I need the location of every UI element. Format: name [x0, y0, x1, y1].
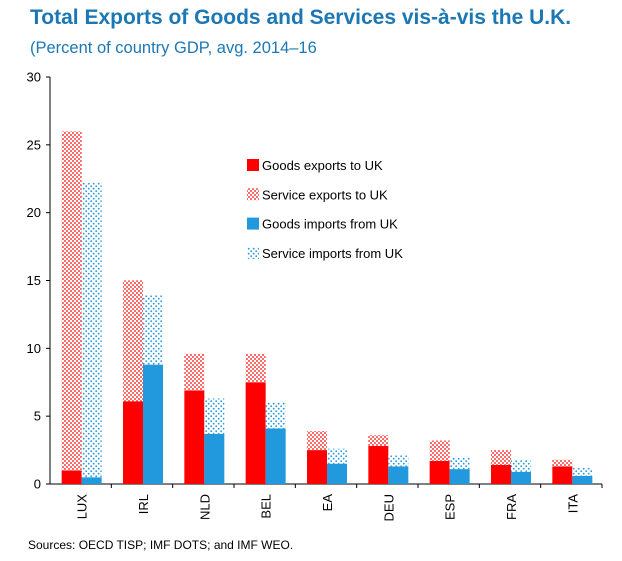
bar-fra-service-imports-from-uk: [511, 459, 531, 472]
legend: Goods exports to UK Service exports to UK…: [247, 158, 403, 261]
legend-label-1: Goods exports to UK: [262, 158, 383, 173]
x-tick-label-ea: EA: [320, 494, 335, 512]
x-tick-label-ita: ITA: [565, 494, 580, 514]
bar-bel-service-imports-from-uk: [265, 402, 286, 429]
bar-lux-goods-imports-from-uk: [81, 477, 102, 484]
y-tick-label: 30: [27, 70, 41, 85]
x-tick-label-nld: NLD: [197, 494, 212, 520]
bar-ita-service-imports-from-uk: [572, 467, 593, 476]
x-tick-label-fra: FRA: [504, 494, 519, 520]
bar-lux-goods-exports-to-uk: [61, 470, 82, 484]
x-tick-label-lux: LUX: [75, 494, 90, 520]
bar-ita-goods-exports-to-uk: [552, 466, 573, 484]
bar-ita-goods-imports-from-uk: [572, 475, 593, 484]
bar-irl-goods-imports-from-uk: [143, 364, 163, 484]
legend-swatch-1: [247, 159, 259, 171]
chart-subtitle: (Percent of country GDP, avg. 2014–16: [30, 39, 317, 57]
legend-swatch-3: [247, 217, 259, 230]
bar-ea-service-exports-to-uk: [307, 431, 327, 451]
bar-esp-service-exports-to-uk: [429, 440, 450, 461]
y-tick-label: 15: [27, 273, 41, 288]
bar-bel-service-exports-to-uk: [245, 353, 266, 383]
bar-fra-goods-imports-from-uk: [511, 471, 531, 484]
bar-esp-service-imports-from-uk: [449, 456, 470, 470]
bar-fra-goods-exports-to-uk: [491, 465, 511, 484]
bar-lux-service-exports-to-uk: [61, 131, 82, 471]
y-tick-label: 5: [34, 409, 41, 424]
plot-area: 0 5 10 15 20 25 30 LUX IRL NLD BEL EA DEU ESP FRA ITA: [27, 70, 603, 521]
bar-nld-service-imports-from-uk: [204, 398, 225, 434]
legend-label-4: Service imports from UK: [262, 246, 403, 261]
bar-ea-goods-imports-from-uk: [327, 463, 347, 484]
bar-irl-service-exports-to-uk: [123, 280, 143, 402]
y-tick-label: 10: [27, 341, 41, 356]
bar-irl-service-imports-from-uk: [143, 295, 163, 365]
bar-nld-goods-imports-from-uk: [204, 433, 225, 484]
chart-title: Total Exports of Goods and Services vis-…: [30, 6, 572, 29]
bar-esp-goods-imports-from-uk: [449, 469, 470, 484]
bar-deu-service-exports-to-uk: [368, 435, 389, 447]
bar-nld-service-exports-to-uk: [184, 353, 205, 391]
bar-fra-service-exports-to-uk: [491, 450, 511, 466]
source-note: Sources: OECD TISP; IMF DOTS; and IMF WE…: [28, 538, 294, 552]
bar-ea-service-imports-from-uk: [327, 448, 347, 464]
bar-lux-service-imports-from-uk: [81, 182, 102, 478]
legend-label-3: Goods imports from UK: [262, 217, 398, 232]
legend-label-2: Service exports to UK: [262, 187, 388, 202]
bar-esp-goods-exports-to-uk: [429, 460, 450, 484]
bar-bel-goods-imports-from-uk: [265, 428, 286, 484]
y-tick-label: 25: [27, 137, 41, 152]
bar-irl-goods-exports-to-uk: [123, 401, 143, 484]
bar-ita-service-exports-to-uk: [552, 459, 573, 467]
y-tick-label: 0: [34, 477, 41, 492]
legend-swatch-4: [247, 246, 259, 259]
bar-deu-service-imports-from-uk: [388, 455, 409, 467]
x-tick-label-irl: IRL: [136, 494, 151, 514]
x-tick-label-bel: BEL: [259, 494, 274, 519]
bar-deu-goods-imports-from-uk: [388, 466, 409, 484]
chart-svg: 0 5 10 15 20 25 30 LUX IRL NLD BEL EA DEU ESP FRA ITA G…: [27, 70, 603, 521]
bar-nld-goods-exports-to-uk: [184, 390, 205, 484]
legend-swatch-2: [247, 188, 259, 201]
y-tick-label: 20: [27, 205, 41, 220]
x-tick-label-deu: DEU: [381, 494, 396, 521]
bar-deu-goods-exports-to-uk: [368, 446, 389, 484]
bar-bel-goods-exports-to-uk: [245, 382, 266, 484]
x-tick-label-esp: ESP: [443, 494, 458, 520]
bar-ea-goods-exports-to-uk: [307, 450, 327, 484]
